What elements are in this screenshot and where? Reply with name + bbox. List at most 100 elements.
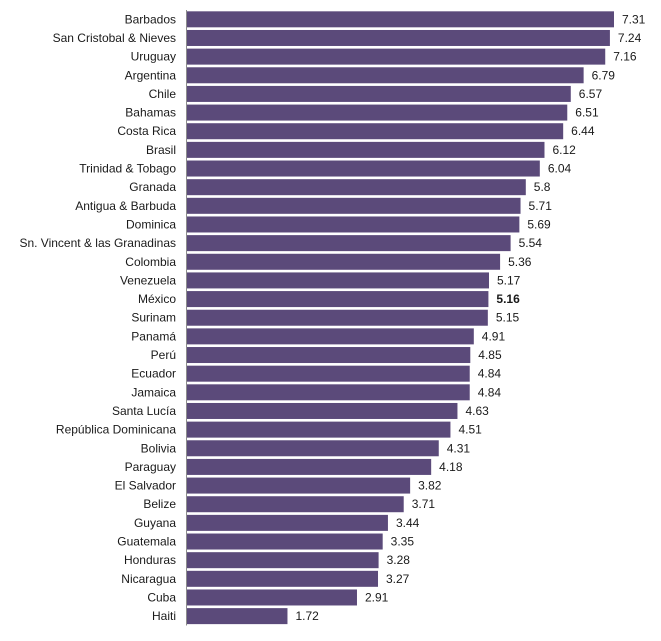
- value-label-27: 3.44: [396, 516, 420, 530]
- bar-2: [187, 48, 606, 65]
- value-label-23: 4.31: [447, 441, 471, 455]
- value-label-2: 7.16: [613, 50, 637, 64]
- bar-13: [187, 253, 501, 270]
- bar-5: [187, 104, 568, 121]
- value-label-8: 6.04: [548, 162, 572, 176]
- value-label-14: 5.17: [497, 273, 521, 287]
- value-label-31: 2.91: [365, 590, 389, 604]
- category-label-9: Granada: [129, 180, 176, 194]
- category-label-2: Uruguay: [131, 50, 176, 64]
- category-label-1: San Cristobal & Nieves: [53, 31, 176, 45]
- value-label-29: 3.28: [387, 553, 411, 567]
- value-label-24: 4.18: [439, 460, 463, 474]
- category-label-27: Guyana: [134, 516, 176, 530]
- bar-7: [187, 141, 545, 158]
- category-label-12: Sn. Vincent & las Granadinas: [19, 236, 176, 250]
- bar-24: [187, 458, 432, 475]
- category-label-20: Jamaica: [131, 385, 176, 399]
- value-labels: 7.31 7.24 7.16 6.79 6.57 6.51 6.44 6.12 6.04 5.8 5…: [295, 12, 645, 623]
- bar-19: [187, 365, 470, 382]
- bar-4: [187, 85, 571, 102]
- category-label-13: Colombia: [125, 255, 176, 269]
- value-label-22: 4.51: [458, 423, 482, 437]
- bar-14: [187, 272, 489, 289]
- bar-30: [187, 570, 379, 587]
- bar-29: [187, 552, 379, 569]
- bar-10: [187, 197, 521, 214]
- bar-21: [187, 402, 458, 419]
- value-label-32: 1.72: [295, 609, 319, 623]
- category-label-18: Perú: [151, 348, 176, 362]
- category-label-31: Cuba: [147, 590, 176, 604]
- category-label-10: Antigua & Barbuda: [75, 199, 176, 213]
- bar-28: [187, 533, 383, 550]
- bar-16: [187, 309, 488, 326]
- value-label-11: 5.69: [527, 217, 551, 231]
- bar-12: [187, 235, 511, 252]
- bar-15: [187, 291, 489, 308]
- category-label-17: Panamá: [131, 329, 176, 343]
- category-labels: Barbados San Cristobal & Nieves Uruguay Arg…: [19, 12, 176, 623]
- bar-26: [187, 496, 404, 513]
- bar-8: [187, 160, 540, 177]
- value-label-17: 4.91: [482, 329, 506, 343]
- category-label-16: Surinam: [131, 311, 176, 325]
- bar-22: [187, 421, 451, 438]
- value-label-9: 5.8: [534, 180, 551, 194]
- value-label-0: 7.31: [622, 12, 646, 26]
- category-label-6: Costa Rica: [117, 124, 176, 138]
- value-label-19: 4.84: [478, 367, 502, 381]
- category-label-28: Guatemala: [117, 535, 176, 549]
- category-label-8: Trinidad & Tobago: [79, 162, 176, 176]
- category-label-26: Belize: [143, 497, 176, 511]
- value-label-4: 6.57: [579, 87, 603, 101]
- value-label-1: 7.24: [618, 31, 642, 45]
- category-label-32: Haiti: [152, 609, 176, 623]
- category-label-19: Ecuador: [131, 367, 176, 381]
- category-label-21: Santa Lucía: [112, 404, 176, 418]
- bar-27: [187, 514, 388, 531]
- bar-25: [187, 477, 411, 494]
- value-label-5: 6.51: [575, 106, 599, 120]
- bar-23: [187, 440, 439, 457]
- category-label-25: El Salvador: [115, 479, 176, 493]
- category-label-14: Venezuela: [120, 273, 176, 287]
- value-label-20: 4.84: [478, 385, 502, 399]
- bar-0: [187, 11, 614, 28]
- bar-6: [187, 123, 564, 140]
- category-label-23: Bolivia: [141, 441, 177, 455]
- value-label-25: 3.82: [418, 479, 442, 493]
- category-label-29: Honduras: [124, 553, 176, 567]
- bar-31: [187, 589, 357, 606]
- value-label-10: 5.71: [529, 199, 553, 213]
- bar-11: [187, 216, 520, 233]
- category-label-22: República Dominicana: [56, 423, 176, 437]
- value-label-18: 4.85: [478, 348, 502, 362]
- bar-18: [187, 347, 471, 364]
- category-label-3: Argentina: [125, 68, 177, 82]
- bars-group: [187, 11, 614, 625]
- bar-1: [187, 29, 610, 46]
- category-label-30: Nicaragua: [121, 572, 176, 586]
- value-label-15: 5.16: [496, 292, 520, 306]
- value-label-28: 3.35: [391, 535, 415, 549]
- category-label-4: Chile: [149, 87, 177, 101]
- category-label-7: Brasil: [146, 143, 176, 157]
- value-label-12: 5.54: [519, 236, 543, 250]
- bar-17: [187, 328, 474, 345]
- category-label-0: Barbados: [125, 12, 176, 26]
- bar-20: [187, 384, 470, 401]
- value-label-30: 3.27: [386, 572, 410, 586]
- category-label-24: Paraguay: [125, 460, 176, 474]
- bar-9: [187, 179, 526, 196]
- category-label-15: México: [138, 292, 176, 306]
- value-label-3: 6.79: [592, 68, 616, 82]
- value-label-7: 6.12: [552, 143, 576, 157]
- category-label-5: Bahamas: [125, 106, 176, 120]
- value-label-6: 6.44: [571, 124, 595, 138]
- value-label-21: 4.63: [465, 404, 489, 418]
- value-label-13: 5.36: [508, 255, 532, 269]
- value-label-26: 3.71: [412, 497, 436, 511]
